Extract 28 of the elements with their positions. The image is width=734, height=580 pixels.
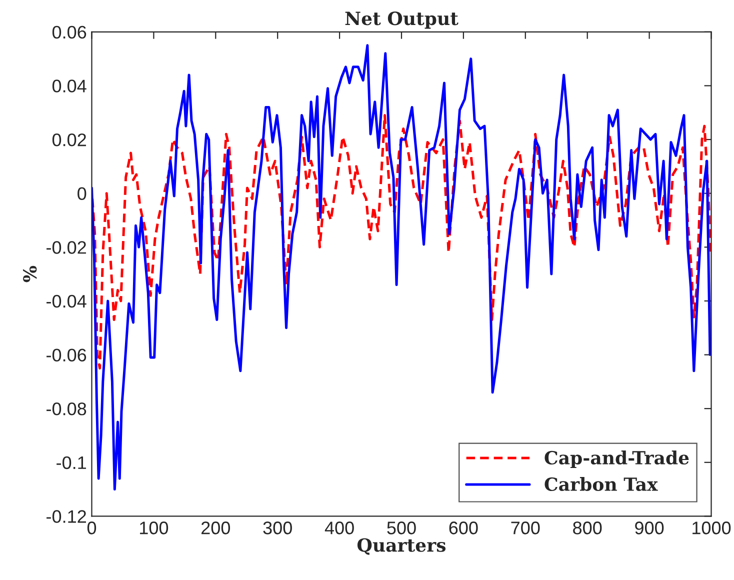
y-tick-label: 0 <box>78 187 86 200</box>
x-tick-label: 500 <box>387 522 416 534</box>
x-tick-label: 0 <box>87 522 96 534</box>
x-tick-label: 900 <box>635 522 664 534</box>
x-tick-label: 1000 <box>692 522 731 534</box>
y-tick-label: -0.02 <box>46 241 86 254</box>
x-tick-label: 300 <box>263 522 292 534</box>
x-tick-label: 700 <box>511 522 540 534</box>
y-tick-label: -0.1 <box>56 456 86 470</box>
x-axis-title: Quarters <box>357 538 446 555</box>
line-series <box>92 44 712 491</box>
y-tick-label: 0.06 <box>52 26 86 39</box>
x-tick-label: 100 <box>140 522 168 534</box>
x-tick-label: 400 <box>324 522 354 534</box>
legend-label: Carbon Tax <box>544 477 658 492</box>
y-tick-label: -0.04 <box>46 294 86 308</box>
y-axis-title: % <box>23 266 37 282</box>
y-tick-label: 0.04 <box>52 80 86 92</box>
y-tick-label: 0.02 <box>52 133 86 146</box>
x-tick-label: 800 <box>573 522 602 534</box>
y-tick-label: -0.08 <box>46 402 86 416</box>
y-tick-label: -0.06 <box>46 348 86 362</box>
chart-title: Net Output <box>345 12 458 29</box>
y-tick-label: -0.12 <box>46 510 86 523</box>
x-tick-label: 600 <box>449 522 478 534</box>
legend-label: Cap-and-Trade <box>544 450 689 468</box>
line-series <box>92 114 712 370</box>
x-tick-label: 200 <box>201 522 230 534</box>
